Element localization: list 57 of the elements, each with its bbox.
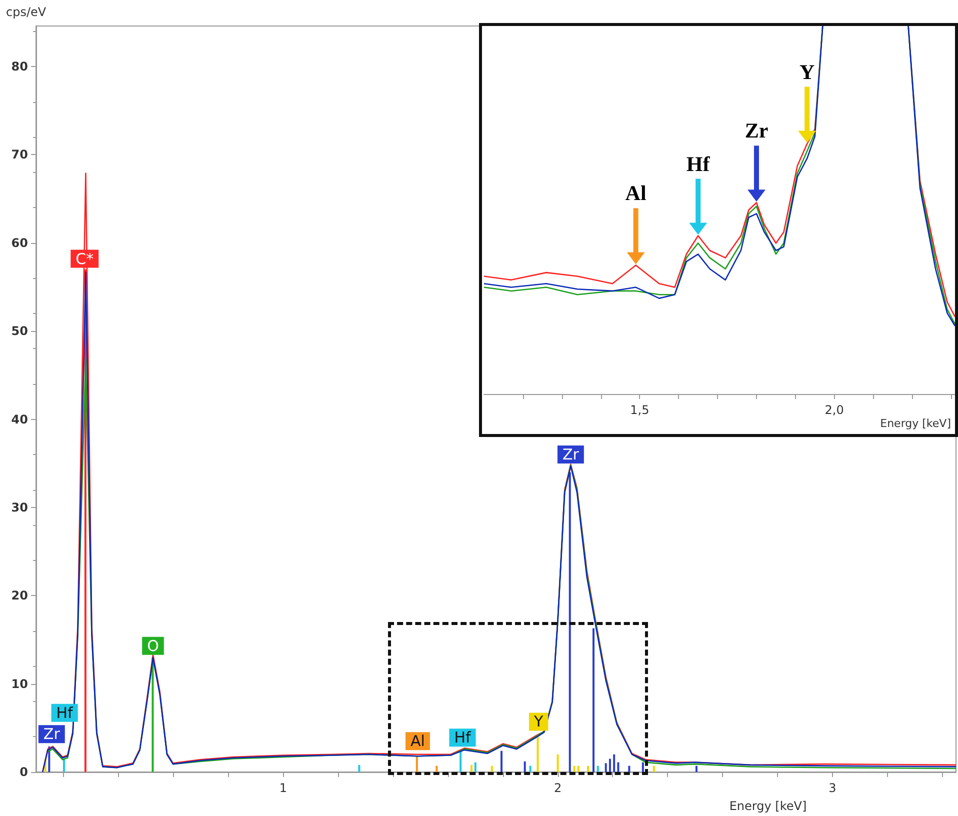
bar xyxy=(568,472,571,772)
bar xyxy=(529,766,532,772)
bar xyxy=(474,762,476,772)
bar xyxy=(470,764,473,772)
y-tick-label: 40 xyxy=(11,412,28,426)
annotation: Hf xyxy=(56,704,74,722)
annotation: Y xyxy=(799,60,815,84)
x-tick-label: 3 xyxy=(828,781,836,795)
bar xyxy=(152,657,154,772)
bar xyxy=(608,758,611,772)
line-series xyxy=(42,271,957,773)
x-tick-label: 1 xyxy=(279,781,287,795)
bar xyxy=(436,766,438,772)
bar xyxy=(358,764,360,772)
y-tick-label: 30 xyxy=(11,500,28,514)
bar xyxy=(592,628,594,772)
bar xyxy=(536,736,539,772)
y-axis-title: cps/eV xyxy=(6,5,47,19)
bar xyxy=(500,750,502,772)
bar xyxy=(596,766,599,772)
annotation: Al xyxy=(410,732,425,750)
bar xyxy=(577,766,580,772)
x-tick-label: 2 xyxy=(554,781,562,795)
bar xyxy=(628,766,630,772)
annotation: O xyxy=(147,636,159,655)
y-tick-label: 80 xyxy=(11,60,28,74)
bar xyxy=(617,762,620,772)
y-tick-label: 0 xyxy=(20,765,28,779)
y-tick-label: 20 xyxy=(11,588,28,603)
bar xyxy=(416,756,418,772)
bar xyxy=(587,766,589,772)
bar xyxy=(556,754,559,772)
y-tick-label: 10 xyxy=(11,676,28,691)
bar xyxy=(695,766,698,772)
y-tick-label: 50 xyxy=(11,324,28,338)
bar xyxy=(604,763,607,772)
annotation: Hf xyxy=(454,728,472,747)
x-tick-label: 1,5 xyxy=(630,403,650,417)
annotation: Zr xyxy=(43,725,61,744)
bar xyxy=(490,766,493,772)
bar xyxy=(652,766,655,772)
annotation: Y xyxy=(532,712,544,731)
bar xyxy=(524,761,526,772)
annotation: C* xyxy=(76,250,94,268)
y-tick-label: 60 xyxy=(11,236,28,250)
x-axis-title: Energy [keV] xyxy=(729,799,807,813)
bar xyxy=(642,762,644,772)
annotation: Al xyxy=(625,181,646,206)
x-tick-label: 2,0 xyxy=(824,403,844,417)
y-tick-label: 70 xyxy=(11,148,28,162)
bar xyxy=(573,766,576,772)
bar xyxy=(63,758,66,772)
annotation: Zr xyxy=(744,118,768,143)
x-axis-title: Energy [keV] xyxy=(880,417,951,430)
annotation: Hf xyxy=(686,152,711,176)
annotation: Zr xyxy=(562,446,580,464)
bar xyxy=(613,754,616,772)
